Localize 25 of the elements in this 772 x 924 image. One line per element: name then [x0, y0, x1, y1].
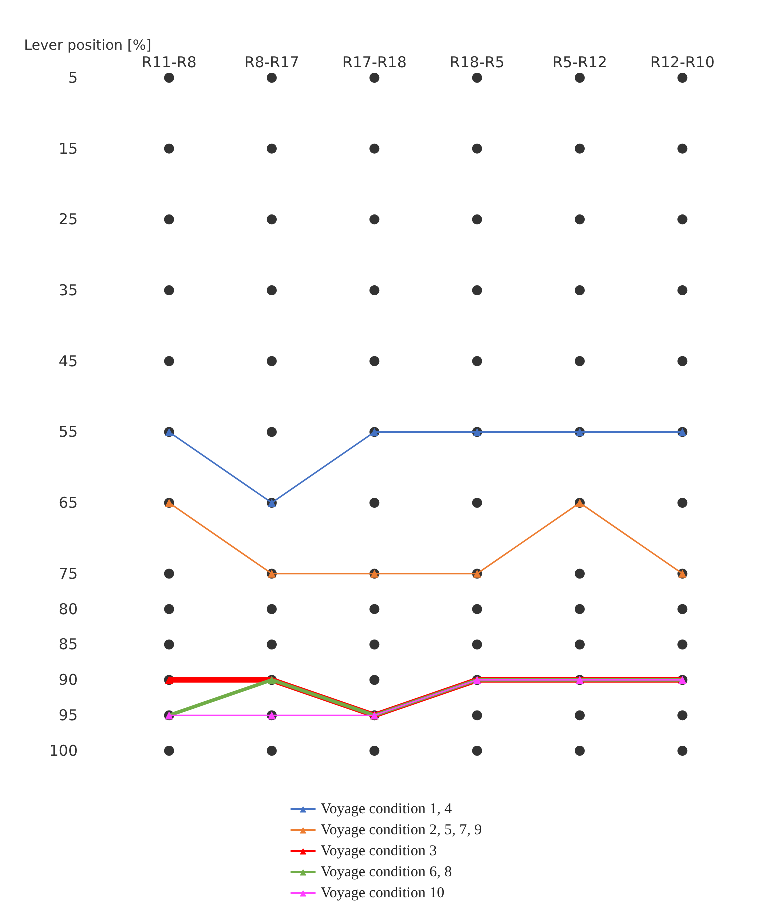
legend-label: Voyage condition 3	[320, 844, 438, 860]
y-axis-title: Lever position [%]	[24, 38, 152, 54]
x-tick-label: R5-R12	[552, 54, 608, 72]
legend-label: Voyage condition 6, 8	[320, 864, 452, 880]
x-tick-label: R17-R18	[342, 54, 407, 72]
y-tick-label: 80	[58, 600, 78, 618]
y-tick-label: 90	[58, 671, 78, 690]
x-tick-label: R11-R8	[142, 54, 197, 72]
y-tick-label: 85	[58, 636, 78, 654]
x-tick-label: R18-R5	[450, 54, 505, 72]
legend-label: Voyage condition 1, 4	[320, 802, 453, 818]
y-tick-label: 5	[68, 69, 78, 87]
y-tick-label: 45	[58, 352, 78, 370]
legend-label: Voyage condition 10	[320, 886, 445, 902]
y-tick-label: 25	[58, 210, 78, 229]
y-tick-label: 100	[49, 742, 78, 760]
y-tick-label: 55	[58, 423, 78, 442]
y-tick-label: 15	[58, 140, 78, 158]
y-tick-label: 35	[58, 282, 78, 300]
y-tick-label: 75	[58, 564, 78, 583]
legend-label: Voyage condition 2, 5, 7, 9	[320, 822, 482, 838]
y-tick-label: 65	[58, 494, 78, 512]
y-tick-label: 95	[58, 706, 78, 725]
x-tick-label: R12-R10	[650, 54, 715, 72]
x-tick-label: R8-R17	[244, 54, 300, 72]
